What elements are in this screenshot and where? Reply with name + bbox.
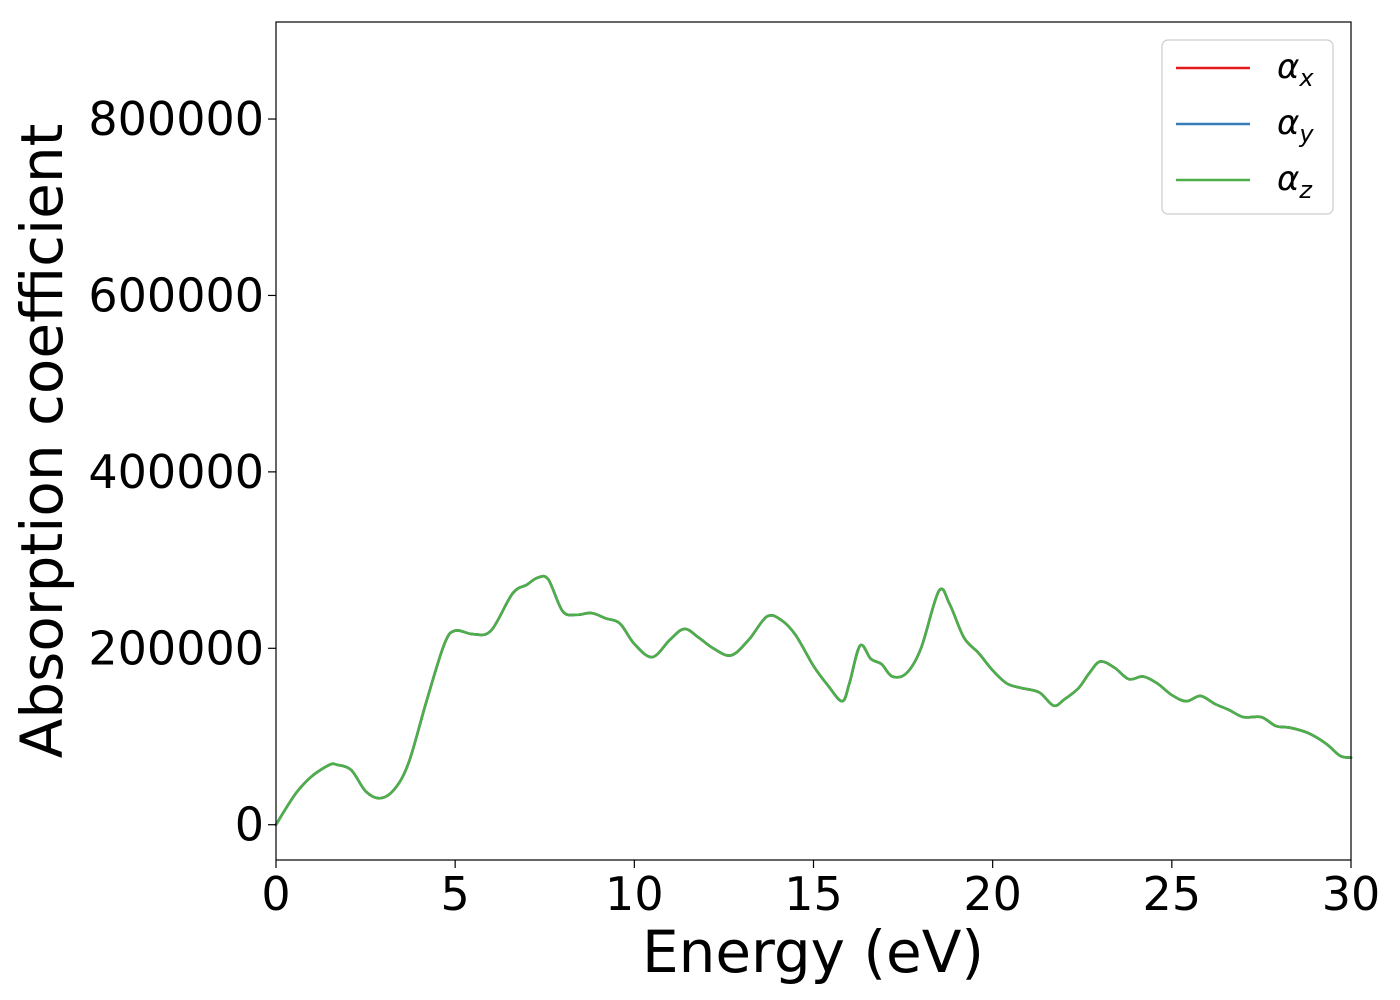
y-axis: 0 200000 400000 600000 800000 xyxy=(88,92,276,852)
y-tick-label: 800000 xyxy=(88,92,264,146)
x-axis: 0 5 10 15 20 25 30 xyxy=(261,860,1380,921)
y-tick-label: 0 xyxy=(235,798,264,852)
legend-box xyxy=(1161,39,1334,215)
x-tick-label: 0 xyxy=(261,867,290,921)
y-tick-label: 400000 xyxy=(88,445,264,499)
y-axis-title: Absorption coefficient xyxy=(8,124,76,759)
x-tick-label: 30 xyxy=(1322,867,1381,921)
x-tick-label: 10 xyxy=(605,867,664,921)
y-tick-label: 200000 xyxy=(88,621,264,675)
y-tick-label: 600000 xyxy=(88,268,264,322)
series-layer xyxy=(274,574,1353,827)
x-tick-label: 15 xyxy=(784,867,843,921)
legend-label: αx xyxy=(1277,47,1314,92)
series-line-z-2 xyxy=(274,574,1353,827)
legend-label: αz xyxy=(1277,159,1313,204)
legend-label: αy xyxy=(1277,103,1314,148)
x-tick-label: 20 xyxy=(963,867,1022,921)
x-axis-title: Energy (eV) xyxy=(642,918,984,986)
x-tick-label: 5 xyxy=(441,867,470,921)
x-tick-label: 25 xyxy=(1143,867,1202,921)
legend: αx αy αz xyxy=(1161,39,1334,215)
